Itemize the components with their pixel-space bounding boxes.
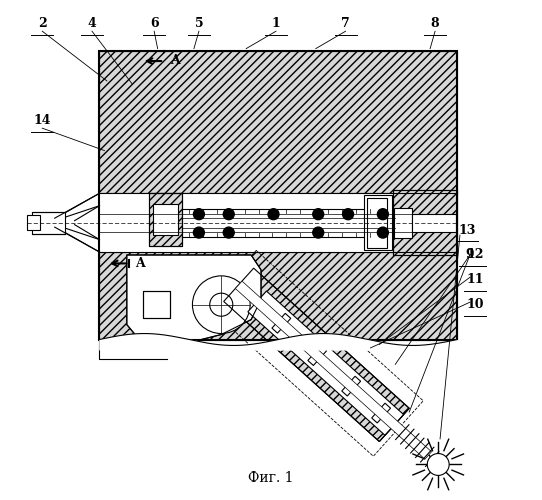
Bar [395, 208, 412, 238]
Circle shape [193, 227, 204, 238]
Polygon shape [342, 376, 360, 396]
Text: 2: 2 [38, 18, 47, 30]
Polygon shape [248, 291, 404, 436]
Bar [149, 194, 182, 246]
Circle shape [192, 276, 250, 334]
Circle shape [268, 208, 279, 220]
Circle shape [377, 227, 389, 238]
Polygon shape [127, 255, 261, 344]
Bar [182, 208, 395, 236]
Text: A: A [136, 258, 145, 270]
Polygon shape [235, 281, 431, 459]
Text: 7: 7 [341, 18, 350, 30]
Circle shape [377, 208, 389, 220]
Polygon shape [224, 268, 409, 442]
Bar [412, 214, 456, 232]
Circle shape [343, 208, 353, 220]
Text: 9: 9 [466, 248, 474, 262]
Circle shape [210, 293, 233, 316]
Text: 4: 4 [88, 18, 96, 30]
Text: 5: 5 [195, 18, 203, 30]
Bar [27, 215, 40, 230]
Bar [367, 198, 387, 248]
Bar [143, 291, 170, 318]
Circle shape [193, 208, 204, 220]
Polygon shape [372, 403, 391, 423]
Bar [143, 291, 170, 318]
Bar [364, 196, 392, 250]
Text: Фиг. 1: Фиг. 1 [248, 470, 294, 484]
Polygon shape [272, 314, 291, 333]
Bar [153, 204, 178, 235]
Circle shape [427, 454, 449, 475]
Circle shape [313, 208, 324, 220]
Bar [100, 252, 457, 340]
Bar [393, 190, 457, 255]
Circle shape [223, 208, 234, 220]
Text: 1: 1 [272, 18, 280, 30]
Bar [143, 291, 170, 318]
Text: 6: 6 [150, 18, 158, 30]
Bar [100, 194, 457, 252]
Bar [33, 212, 64, 234]
Circle shape [223, 227, 234, 238]
Text: 14: 14 [34, 114, 51, 127]
Text: 11: 11 [466, 274, 483, 286]
Bar [149, 194, 182, 246]
Bar [393, 190, 457, 255]
Bar [100, 51, 457, 340]
Text: 8: 8 [431, 18, 440, 30]
Bar [100, 51, 457, 194]
Text: 12: 12 [466, 248, 483, 262]
Text: A: A [170, 54, 180, 66]
Polygon shape [55, 194, 100, 252]
Polygon shape [308, 346, 327, 366]
Text: 10: 10 [466, 298, 483, 311]
Text: 13: 13 [459, 224, 476, 236]
Circle shape [313, 227, 324, 238]
